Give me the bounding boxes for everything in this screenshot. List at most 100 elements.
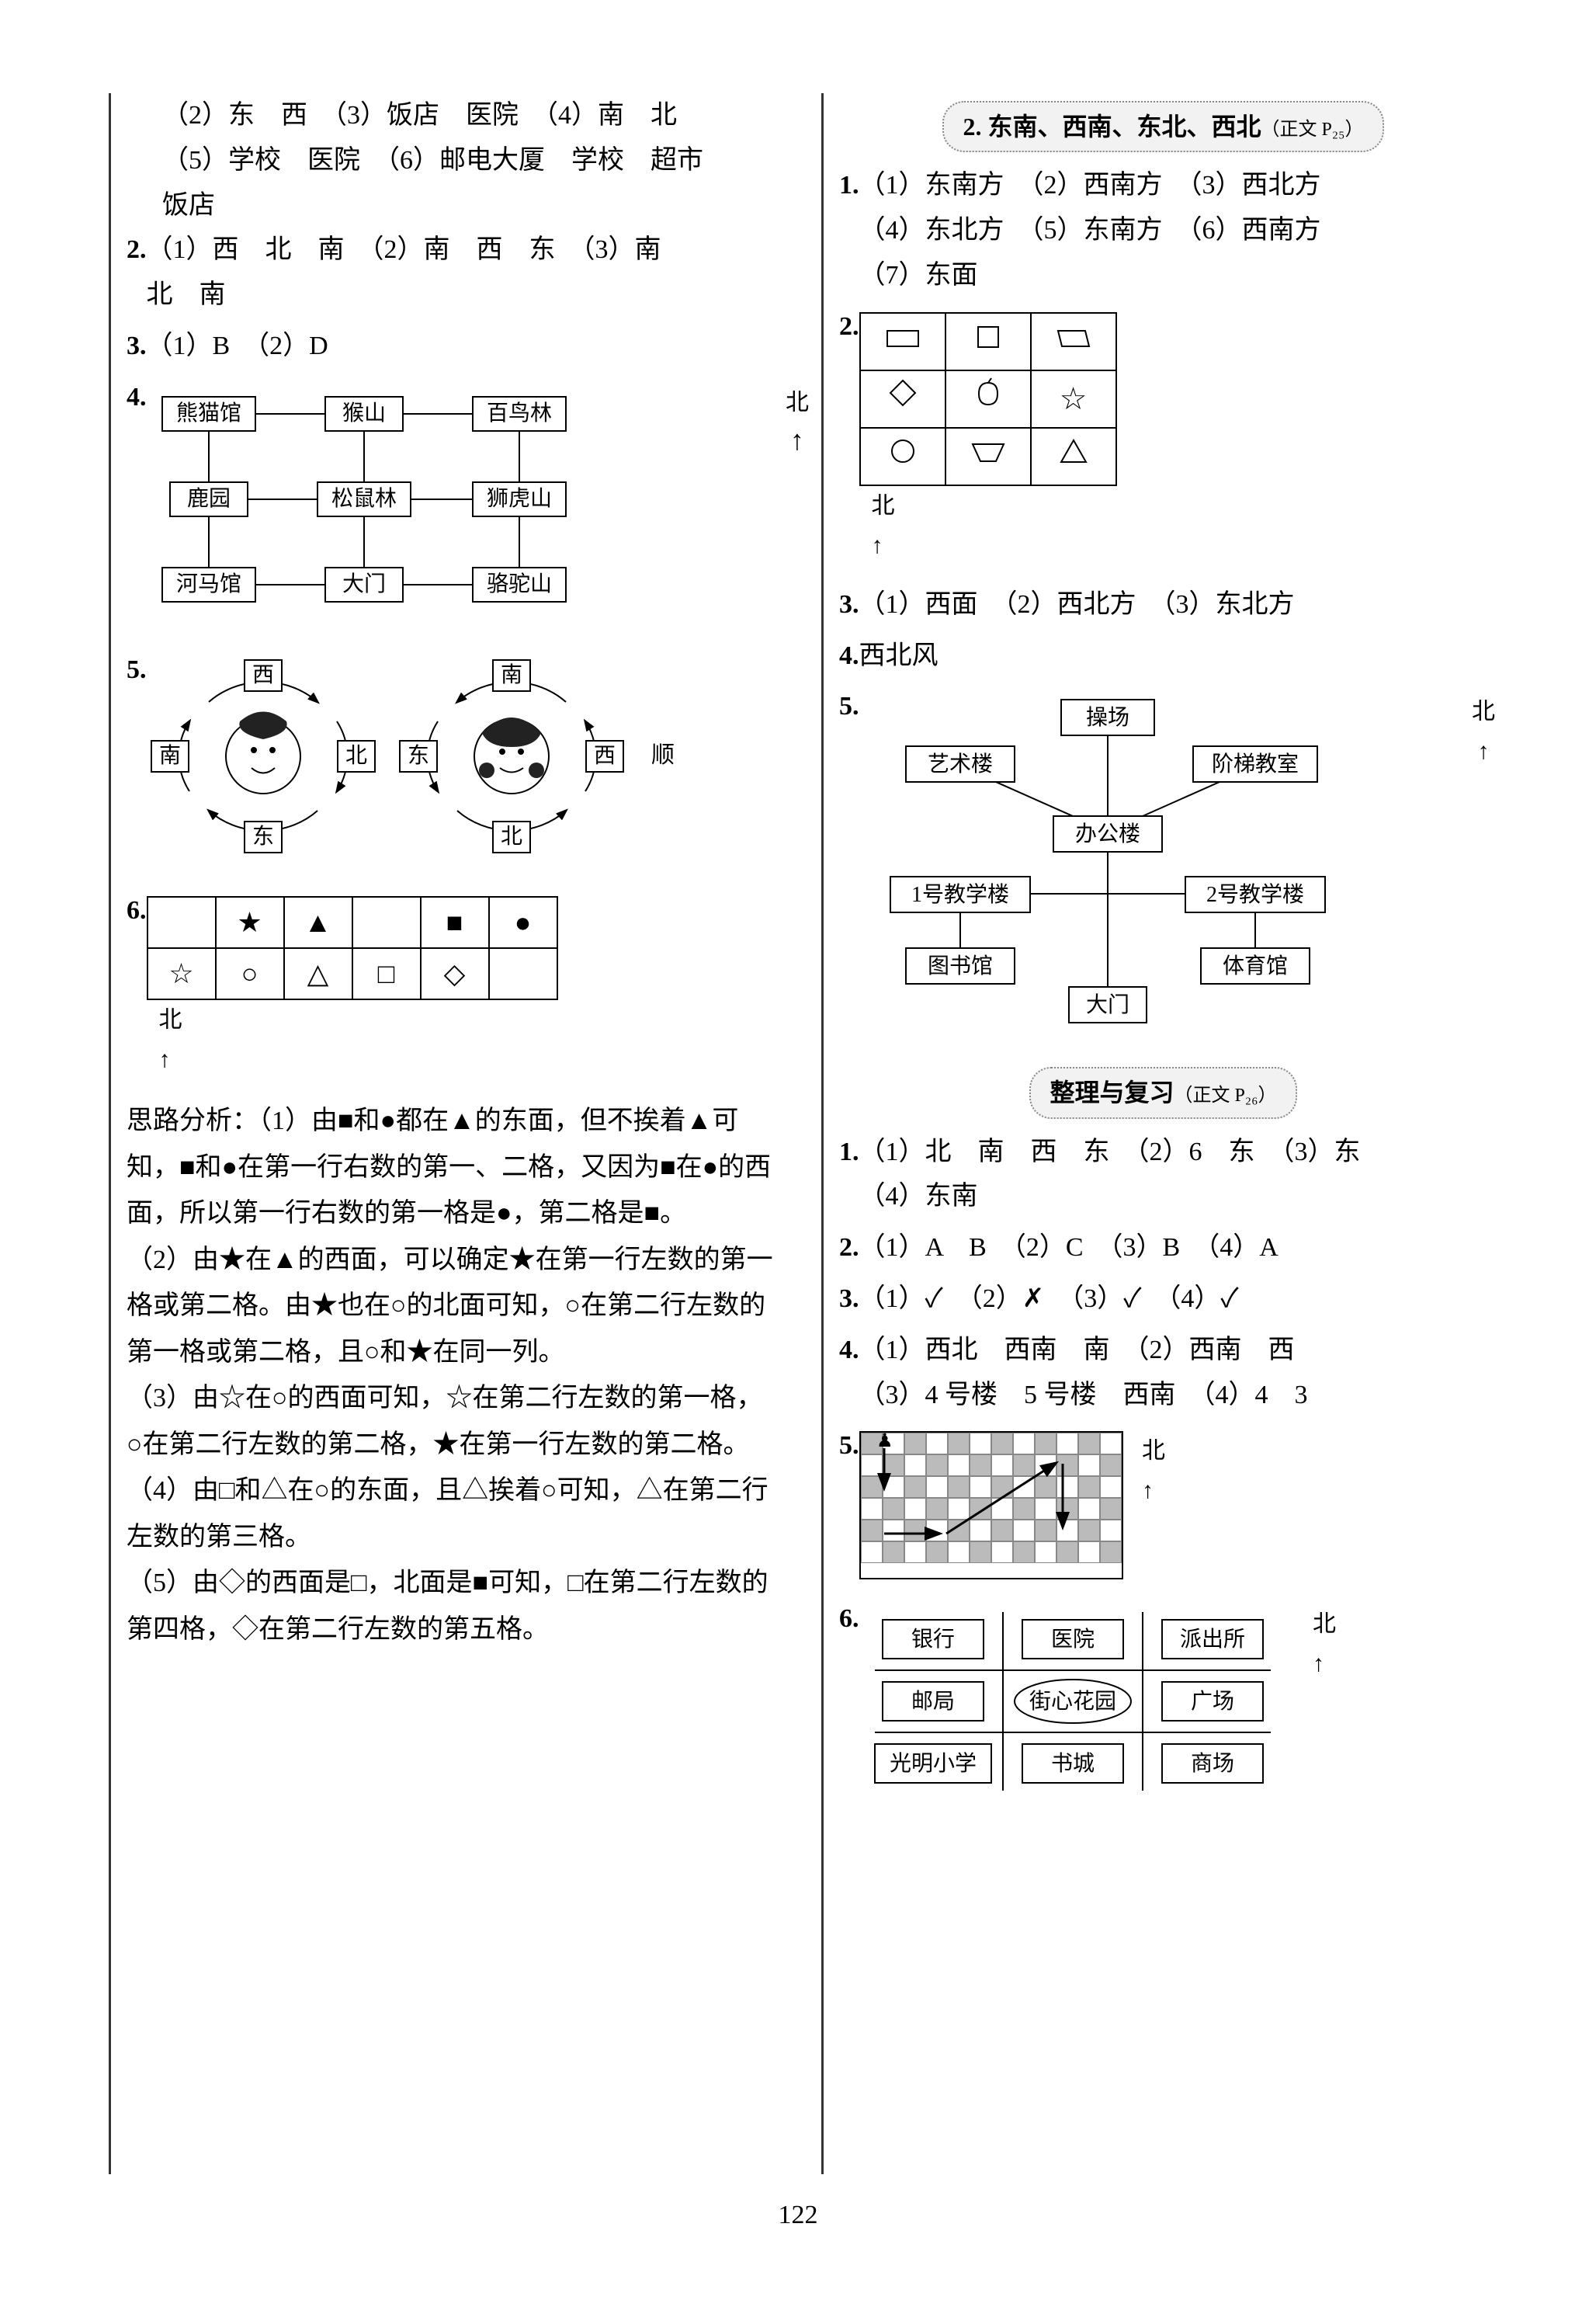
north-indicator: 北 ↑ (1142, 1431, 1165, 1510)
analysis-text: （4）由□和△在○的东面，且△挨着○可知，△在第二行左数的第三格。 (127, 1468, 775, 1560)
question-number: 2. (839, 1225, 859, 1270)
question-number: 5. (127, 648, 147, 883)
section-subtitle: （正文 P₂₅） (1261, 120, 1363, 140)
grid-cell: △ (284, 948, 352, 999)
svg-text:熊猫馆: 熊猫馆 (175, 401, 241, 426)
section-header: 2. 东南、西南、东北、西北（正文 P₂₅） (839, 101, 1487, 152)
question-number: 6. (839, 1596, 859, 1824)
grid-cell (860, 428, 945, 485)
r-question-4: 4. 西北风 (839, 634, 1487, 679)
grid-cell (1031, 428, 1116, 485)
svg-text:南: 南 (500, 662, 522, 687)
left-column: （2）东 西 （3）饭店 医院 （4）南 北 （5）学校 医院 （6）邮电大厦 … (109, 93, 775, 2174)
text-line: （7）东面 (859, 261, 978, 290)
svg-text:光明小学: 光明小学 (889, 1751, 976, 1776)
svg-text:大门: 大门 (1085, 992, 1129, 1017)
question-3: 3. （1）B （2）D (127, 324, 775, 369)
north-indicator: 北 ↑ (159, 1000, 182, 1079)
section-title: 整理与复习 (1050, 1079, 1174, 1107)
right-column: 2. 东南、西南、东北、西北（正文 P₂₅） 1. （1）东南方 （2）西南方 … (821, 93, 1487, 2174)
text-line: （5）学校 医院 （6）邮电大厦 学校 超市 (162, 138, 775, 183)
grid-cell: ■ (421, 897, 489, 948)
analysis-text: （2）由★在▲的西面，可以确定★在第一行左数的第一格或第二格。由★也在○的北面可… (127, 1237, 775, 1376)
text-line: （1）东南方 （2）西南方 （3）西北方 (859, 171, 1321, 200)
question-5: 5. (127, 648, 775, 883)
question-2: 2. （1）西 北 南 （2）南 西 东 （3）南 北 南 (127, 228, 775, 318)
svg-text:1号教学楼: 1号教学楼 (911, 882, 1008, 907)
review-1: 1. （1）北 南 西 东 （2）6 东 （3）东 （4）东南 (839, 1130, 1487, 1220)
svg-text:北: 北 (345, 744, 366, 768)
question-number: 1. (839, 163, 859, 297)
q1-continuation: （2）东 西 （3）饭店 医院 （4）南 北 （5）学校 医院 （6）邮电大厦 … (127, 93, 775, 228)
svg-text:西: 西 (252, 663, 273, 687)
question-number: 2. (839, 304, 859, 576)
review-4: 4. （1）西北 西南 南 （2）西南 西 （3）4 号楼 5 号楼 西南 （4… (839, 1328, 1487, 1418)
text-line: （4）东北方 （5）东南方 （6）西南方 (859, 216, 1321, 245)
north-label: 北 (786, 390, 809, 415)
svg-text:北: 北 (500, 825, 522, 849)
svg-text:东: 东 (407, 743, 428, 768)
campus-map-diagram: 操场 艺术楼 阶梯教室 办公楼 1号教学楼 2号教学楼 图书馆 体育馆 大门 (859, 692, 1356, 1034)
svg-text:西: 西 (593, 744, 615, 768)
arrow-up-icon: ↑ (1478, 738, 1490, 764)
r-question-2: 2. ☆ (839, 304, 1487, 576)
r-question-3: 3. （1）西面 （2）西北方 （3）东北方 (839, 582, 1487, 627)
review-3: 3. （1）✓ （2）✗ （3）✓ （4）✓ (839, 1277, 1487, 1322)
svg-text:鹿园: 鹿园 (186, 486, 230, 511)
svg-text:大门: 大门 (342, 572, 385, 596)
svg-text:松鼠林: 松鼠林 (331, 486, 396, 511)
question-number: 3. (839, 582, 859, 627)
svg-text:医院: 医院 (1050, 1627, 1094, 1652)
compass-diagram: 西 北 东 南 (147, 655, 675, 857)
analysis-block: 思路分析：（1）由■和●都在▲的东面，但不挨着▲可知，■和●在第一行右数的第一、… (127, 1098, 775, 1652)
section-title: 2. 东南、西南、东北、西北 (963, 113, 1261, 141)
r-question-1: 1. （1）东南方 （2）西南方 （3）西北方 （4）东北方 （5）东南方 （6… (839, 163, 1487, 297)
review-6: 6. 银行 医院 派出所 邮局 街心花园 广场 (839, 1596, 1487, 1824)
question-number: 4. (839, 634, 859, 679)
text-line: （1）北 南 西 东 （2）6 东 （3）东 (859, 1138, 1361, 1166)
question-number: 1. (839, 1130, 859, 1220)
svg-text:猴山: 猴山 (342, 401, 385, 426)
text-line: （1）✓ （2）✗ （3）✓ （4）✓ (859, 1277, 1488, 1322)
arrow-up-icon: ↑ (872, 533, 883, 558)
review-5: 5. ♟ 北 (839, 1423, 1487, 1590)
grid-cell: ● (489, 897, 557, 948)
question-number: 6. (127, 888, 147, 1090)
question-number: 3. (127, 324, 147, 369)
page-number: 122 (109, 2193, 1487, 2238)
svg-text:派出所: 派出所 (1179, 1627, 1244, 1652)
svg-text:南: 南 (158, 743, 180, 768)
svg-text:艺术楼: 艺术楼 (927, 752, 992, 777)
grid-cell (1031, 313, 1116, 370)
question-number: 2. (127, 228, 147, 318)
r-question-5: 5. 北 ↑ 操场 艺 (839, 684, 1487, 1059)
shape-grid-2: ☆ (859, 312, 1117, 486)
north-indicator: 北 ↑ (786, 383, 809, 462)
grid-cell: ▲ (284, 897, 352, 948)
grid-cell (945, 313, 1031, 370)
grid-cell (352, 897, 421, 948)
question-number: 4. (839, 1328, 859, 1418)
grid-cell: □ (352, 948, 421, 999)
analysis-text: （5）由◇的西面是□，北面是■可知，□在第二行左数的第四格，◇在第二行左数的第五… (127, 1560, 775, 1652)
north-indicator: 北 ↑ (1313, 1604, 1336, 1683)
grid-cell: ○ (216, 948, 284, 999)
question-6: 6. ★ ▲ ■ ● ☆ ○ △ □ (127, 888, 775, 1090)
page-two-column: （2）东 西 （3）饭店 医院 （4）南 北 （5）学校 医院 （6）邮电大厦 … (109, 93, 1487, 2174)
review-2: 2. （1）A B （2）C （3）B （4）A (839, 1225, 1487, 1270)
text-line: （1）西北 西南 南 （2）西南 西 (859, 1336, 1295, 1364)
text-line: 饭店 (162, 183, 775, 228)
grid-cell (147, 897, 216, 948)
svg-text:东: 东 (252, 824, 273, 849)
grid-cell: ◇ (421, 948, 489, 999)
zoo-map-diagram: 熊猫馆 猴山 百鸟林 鹿园 松鼠林 狮虎山 河马馆 大门 骆驼山 (147, 383, 581, 616)
svg-text:街心花园: 街心花园 (1029, 1689, 1115, 1714)
text-line: （1）西面 （2）西北方 （3）东北方 (859, 582, 1488, 627)
svg-text:2号教学楼: 2号教学楼 (1206, 882, 1303, 907)
text-line: 北 南 (147, 280, 226, 309)
section-subtitle: （正文 P₂₆） (1174, 1086, 1276, 1106)
text-line: （2）东 西 （3）饭店 医院 （4）南 北 (162, 93, 775, 138)
question-number: 3. (839, 1277, 859, 1322)
north-indicator: 北 ↑ (872, 486, 895, 565)
svg-text:书城: 书城 (1050, 1751, 1094, 1776)
